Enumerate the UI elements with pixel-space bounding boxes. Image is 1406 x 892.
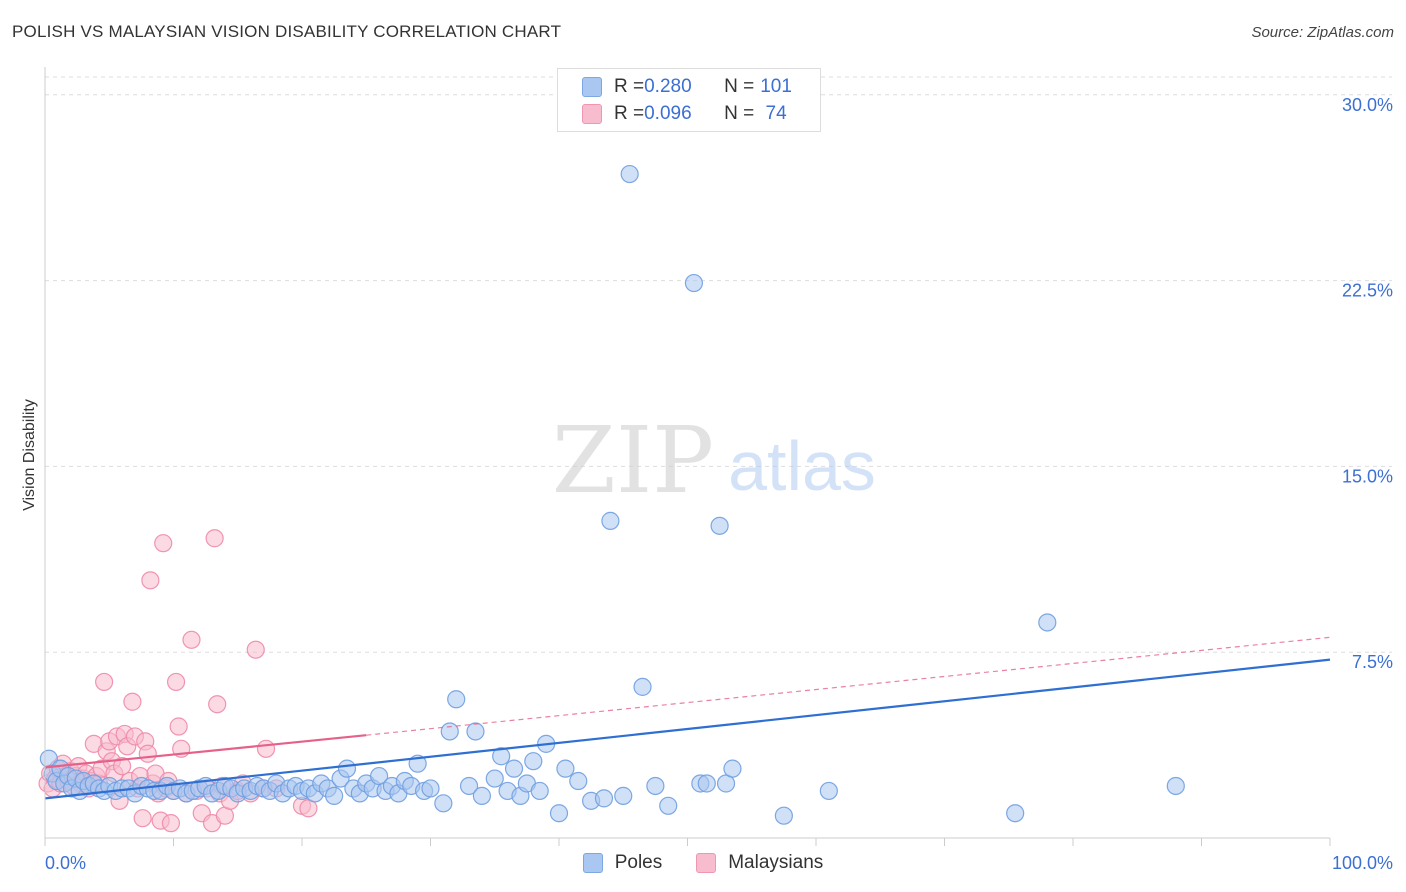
poles-point (466, 722, 485, 741)
poles-point (485, 769, 504, 788)
malaysians-point (256, 739, 276, 758)
y-tick-label: 15.0% (1342, 466, 1393, 486)
stats-row-poles: R = 0.280 N = 101 (582, 75, 792, 99)
legend-malaysians-swatch (696, 853, 717, 873)
malaysians-point (166, 672, 186, 692)
poles-point (819, 781, 838, 801)
poles-point (524, 752, 543, 771)
poles-trend-line (44, 658, 1331, 800)
poles-point (447, 690, 466, 709)
malaysians-r-value: 0.096 (644, 103, 692, 124)
stats-legend: R = 0.280 N = 101 R = 0.096 N = 74 (557, 68, 821, 132)
malaysians-point (133, 809, 152, 828)
poles-point (325, 786, 344, 805)
malaysians-point (208, 695, 227, 714)
malaysians-n-value: 74 (760, 103, 787, 124)
legend-poles-swatch (582, 853, 603, 873)
y-tick-label: 7.5% (1352, 652, 1393, 672)
poles-point (492, 747, 511, 766)
malaysians-point (161, 814, 181, 833)
malaysians-point (169, 717, 188, 736)
malaysians-point (182, 630, 201, 649)
malaysians-point (205, 529, 224, 548)
poles-point (697, 774, 716, 793)
poles-point (1166, 776, 1185, 796)
source-credit: Source: ZipAtlas.com (1251, 24, 1394, 41)
series-legend: Poles Malaysians (0, 852, 1406, 874)
legend-poles-label: Poles (614, 852, 663, 873)
poles-r-value: 0.280 (644, 76, 692, 97)
poles-point (530, 781, 549, 801)
poles-point (556, 759, 575, 778)
malaysians-point (246, 640, 265, 659)
poles-point (614, 786, 633, 805)
poles-point (774, 806, 793, 825)
poles-point (434, 794, 453, 813)
poles-point (710, 516, 729, 535)
chart-title: POLISH VS MALAYSIAN VISION DISABILITY CO… (12, 22, 562, 41)
poles-point (659, 796, 678, 815)
legend-item-malaysians[interactable]: Malaysians (696, 852, 823, 874)
axes: 7.5% 15.0% 22.5% 30.0% 0.0% 100.0% (44, 67, 1393, 873)
x-tick-label: 100.0% (1332, 853, 1393, 873)
poles-point (569, 771, 588, 791)
poles-point (459, 776, 479, 796)
poles-point (337, 759, 357, 778)
poles-point (620, 164, 639, 184)
poles-r-label: R = (614, 76, 645, 97)
poles-point (549, 804, 569, 823)
poles-n-label: N = (724, 76, 755, 97)
watermark-zip: ZIP (552, 407, 714, 514)
poles-point (684, 273, 704, 293)
poles-point (1038, 613, 1057, 632)
watermark: ZIP atlas (552, 407, 876, 514)
poles-point (504, 759, 524, 778)
poles-point (421, 779, 440, 798)
malaysians-point (154, 534, 173, 553)
trend-lines (44, 636, 1331, 800)
malaysians-swatch (582, 104, 602, 124)
poles-n-value: 101 (760, 76, 792, 97)
poles-point (723, 759, 742, 778)
legend-malaysians-label: Malaysians (728, 852, 824, 873)
stats-row-malaysians: R = 0.096 N = 74 (582, 102, 787, 126)
poles-point (472, 786, 491, 805)
y-tick-label: 30.0% (1342, 95, 1393, 115)
poles-swatch (582, 77, 602, 97)
legend-item-poles[interactable]: Poles (582, 852, 663, 874)
poles-point (601, 511, 620, 530)
poles-point (594, 789, 614, 808)
malaysians-point (95, 672, 114, 692)
poles-point (646, 776, 665, 796)
malaysians-r-label: R = (614, 103, 645, 124)
poles-point (1006, 804, 1025, 823)
poles-point (440, 722, 459, 741)
malaysians-trend-line (44, 734, 367, 769)
malaysians-n-label: N = (724, 103, 755, 124)
malaysians-point (112, 757, 132, 776)
gridlines (45, 76, 1392, 653)
malaysians-point (138, 744, 157, 763)
poles-point (633, 677, 652, 696)
malaysians-point (141, 571, 160, 590)
malaysians-point (123, 692, 142, 711)
watermark-atlas: atlas (728, 427, 876, 505)
y-tick-label: 22.5% (1342, 281, 1393, 301)
x-tick-label: 0.0% (45, 853, 86, 873)
